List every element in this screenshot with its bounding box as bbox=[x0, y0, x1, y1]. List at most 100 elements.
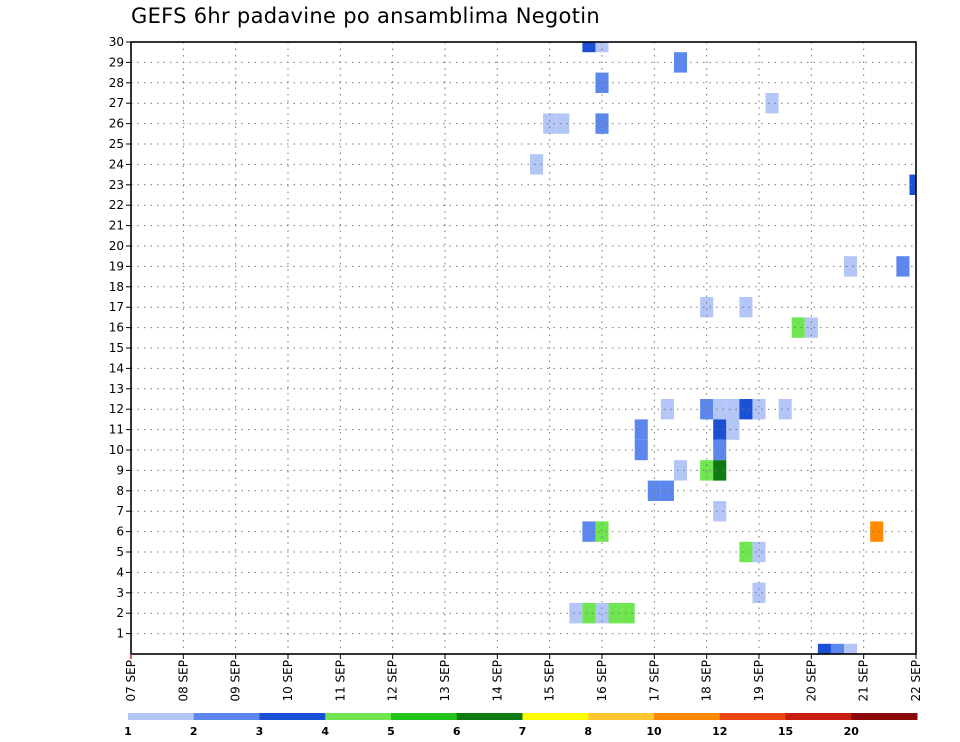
precip-cell bbox=[660, 480, 674, 501]
precip-cell bbox=[752, 582, 766, 603]
precip-cell bbox=[830, 643, 845, 654]
grid-layer bbox=[131, 42, 916, 654]
y-tick-label: 28 bbox=[109, 76, 124, 90]
x-tick-label: 15 SEP bbox=[543, 660, 557, 702]
precip-cell bbox=[713, 399, 727, 420]
precip-cell bbox=[660, 399, 674, 420]
colorbar-swatch bbox=[654, 713, 721, 720]
y-tick-label: 24 bbox=[109, 157, 124, 171]
precip-cell bbox=[556, 113, 570, 134]
x-tick-label: 12 SEP bbox=[386, 660, 400, 702]
cells-layer bbox=[530, 42, 916, 654]
precip-cell bbox=[739, 297, 753, 318]
x-tick-label: 11 SEP bbox=[333, 660, 347, 702]
y-tick-label: 9 bbox=[116, 463, 124, 477]
y-tick-label: 14 bbox=[109, 361, 124, 375]
colorbar-label: 1 bbox=[124, 725, 132, 738]
x-tick-label: 07 SEP bbox=[124, 660, 138, 702]
precip-cell bbox=[634, 419, 648, 440]
colorbar-swatch bbox=[325, 713, 392, 720]
precip-cell bbox=[713, 419, 727, 440]
x-tick-label: 16 SEP bbox=[595, 660, 609, 702]
x-tick-label: 14 SEP bbox=[490, 660, 504, 702]
x-tick-label: 22 SEP bbox=[909, 660, 923, 702]
precip-cell bbox=[739, 399, 753, 420]
colorbar-label: 6 bbox=[453, 725, 461, 738]
y-tick-label: 26 bbox=[109, 117, 124, 131]
precip-cell bbox=[595, 113, 609, 134]
x-axis: 07 SEP 08 SEP 09 SEP 10 SEP 11 SEP 12 SEP 13 S… bbox=[124, 654, 923, 702]
colorbar-label: 3 bbox=[256, 725, 264, 738]
precip-cell bbox=[582, 521, 596, 542]
precip-cell bbox=[595, 72, 609, 93]
colorbar-label: 8 bbox=[584, 725, 592, 738]
colorbar-swatch bbox=[456, 713, 523, 720]
precip-cell bbox=[713, 439, 727, 461]
precip-cell bbox=[909, 174, 916, 195]
colorbar-swatch bbox=[128, 713, 195, 720]
x-tick-label: 20 SEP bbox=[804, 660, 818, 702]
precip-cell bbox=[530, 154, 544, 175]
colorbar-swatch bbox=[719, 713, 786, 720]
colorbar-swatch bbox=[785, 713, 852, 720]
y-tick-label: 16 bbox=[109, 321, 124, 335]
colorbar: 1 2 3 4 5 6 7 8 10 12 15 20 bbox=[124, 713, 918, 738]
precip-cell bbox=[582, 603, 596, 624]
precip-cell bbox=[713, 501, 727, 522]
y-tick-label: 3 bbox=[116, 586, 124, 600]
precip-cell bbox=[739, 541, 753, 563]
colorbar-label: 15 bbox=[778, 725, 793, 738]
colorbar-swatch bbox=[588, 713, 655, 720]
precip-cell bbox=[752, 541, 766, 563]
y-tick-label: 22 bbox=[109, 198, 124, 212]
precip-cell bbox=[621, 603, 635, 624]
precip-cell bbox=[673, 460, 688, 481]
x-tick-label: 10 SEP bbox=[281, 660, 295, 702]
y-tick-label: 19 bbox=[109, 259, 124, 273]
y-tick-label: 13 bbox=[109, 382, 124, 396]
precip-cell bbox=[700, 460, 714, 481]
precip-cell bbox=[804, 317, 818, 338]
colorbar-label: 2 bbox=[190, 725, 198, 738]
precip-cell bbox=[700, 297, 714, 318]
y-axis: 1234567891011121314151617181920212223242… bbox=[109, 35, 131, 641]
x-tick-label: 19 SEP bbox=[752, 660, 766, 702]
precip-cell bbox=[595, 42, 609, 53]
x-tick-label: 13 SEP bbox=[438, 660, 452, 702]
y-tick-label: 27 bbox=[109, 96, 124, 110]
x-tick-label: 17 SEP bbox=[647, 660, 661, 702]
colorbar-swatch bbox=[391, 713, 458, 720]
precip-cell bbox=[896, 256, 910, 277]
precip-cell bbox=[726, 399, 740, 420]
precip-cell bbox=[726, 419, 740, 440]
y-tick-label: 25 bbox=[109, 137, 124, 151]
precip-cell bbox=[844, 643, 858, 654]
y-tick-label: 7 bbox=[116, 504, 124, 518]
colorbar-label: 4 bbox=[321, 725, 329, 738]
precip-cell bbox=[608, 603, 622, 624]
y-tick-label: 4 bbox=[116, 565, 124, 579]
precip-cell bbox=[791, 317, 805, 338]
colorbar-swatch bbox=[259, 713, 326, 720]
colorbar-label: 20 bbox=[844, 725, 860, 738]
y-tick-label: 12 bbox=[109, 402, 124, 416]
precip-cell bbox=[778, 399, 792, 420]
x-tick-label: 21 SEP bbox=[857, 660, 871, 702]
chart-title: GEFS 6hr padavine po ansamblima Negotin bbox=[131, 4, 600, 28]
precip-cell bbox=[700, 399, 714, 420]
precip-cell bbox=[569, 603, 583, 624]
x-tick-label: 18 SEP bbox=[700, 660, 714, 702]
precip-cell bbox=[634, 439, 648, 461]
y-tick-label: 11 bbox=[109, 423, 124, 437]
colorbar-label: 5 bbox=[387, 725, 395, 738]
precip-cell bbox=[752, 399, 766, 420]
colorbar-swatch bbox=[851, 713, 918, 720]
precip-cell bbox=[713, 460, 727, 481]
y-tick-label: 1 bbox=[116, 627, 124, 641]
precip-cell bbox=[870, 521, 884, 542]
precip-cell bbox=[844, 256, 858, 277]
precip-cell bbox=[673, 52, 688, 73]
y-tick-label: 6 bbox=[116, 525, 124, 539]
colorbar-label: 7 bbox=[519, 725, 527, 738]
